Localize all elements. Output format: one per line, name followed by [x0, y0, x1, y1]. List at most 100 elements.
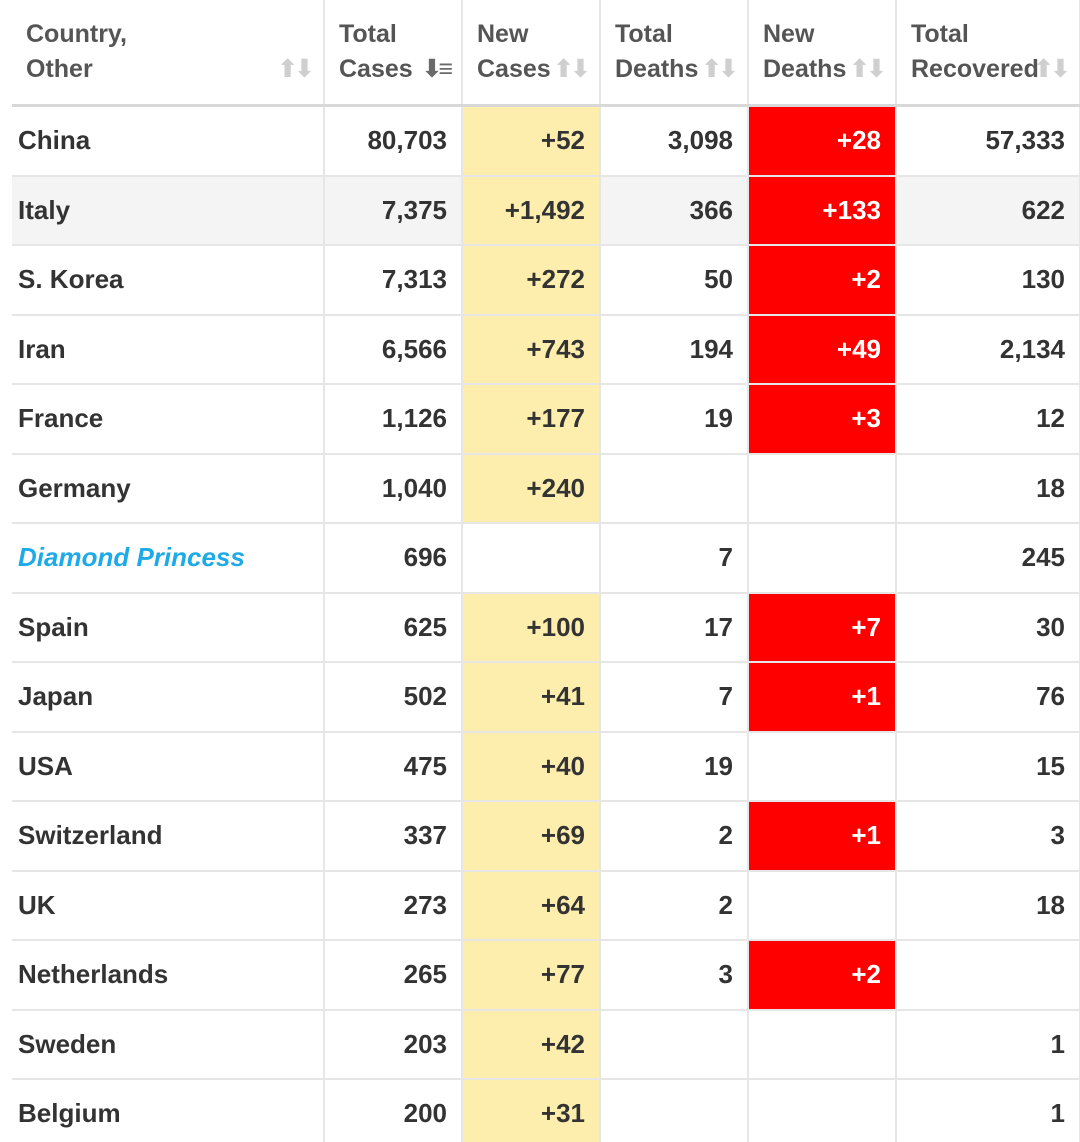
- total-deaths-cell: 2: [600, 870, 749, 941]
- header-total-cases-line2: Cases: [339, 55, 413, 83]
- sort-desc-active-icon[interactable]: ⬇≡: [421, 55, 452, 83]
- total-cases-cell: 1,126: [324, 384, 463, 455]
- table-row: Diamond Princess 696 7 245: [12, 523, 1080, 594]
- header-new-deaths-line1: New: [763, 20, 815, 48]
- header-new-cases-line2: Cases: [477, 55, 551, 83]
- total-recovered-cell: 1: [896, 1079, 1080, 1142]
- header-total-recovered[interactable]: Total Recovered ⬆⬇: [896, 0, 1080, 107]
- total-cases-cell: 502: [324, 662, 463, 733]
- country-cell: S. Korea: [12, 245, 325, 316]
- total-recovered-cell: 622: [896, 175, 1080, 246]
- header-total-cases-line1: Total: [339, 20, 397, 48]
- total-deaths-cell: [600, 1009, 749, 1080]
- new-cases-cell: +52: [462, 105, 601, 177]
- total-cases-cell: 1,040: [324, 453, 463, 524]
- total-recovered-cell: 15: [896, 731, 1080, 802]
- country-cell: Netherlands: [12, 940, 325, 1011]
- header-country-line2: Other: [26, 55, 93, 83]
- total-deaths-cell: [600, 453, 749, 524]
- sort-icon[interactable]: ⬆⬇: [1033, 55, 1071, 83]
- table-row: Spain 625 +100 17 +7 30: [12, 592, 1080, 663]
- country-cell: Italy: [12, 175, 325, 246]
- cases-table: Country, Other ⬆⬇ Total Cases ⬇≡ New Cases …: [12, 0, 1080, 1142]
- new-deaths-cell: [748, 870, 897, 941]
- total-cases-cell: 7,375: [324, 175, 463, 246]
- new-cases-cell: +31: [462, 1079, 601, 1142]
- sort-icon[interactable]: ⬆⬇: [701, 55, 739, 83]
- new-cases-cell: +77: [462, 940, 601, 1011]
- new-deaths-cell: +133: [748, 175, 897, 246]
- country-cell: Iran: [12, 314, 325, 385]
- sort-icon[interactable]: ⬆⬇: [849, 55, 887, 83]
- header-new-cases[interactable]: New Cases ⬆⬇: [462, 0, 601, 107]
- total-cases-cell: 6,566: [324, 314, 463, 385]
- cases-table-container: Country, Other ⬆⬇ Total Cases ⬇≡ New Cases …: [12, 0, 1080, 1142]
- table-row: Germany 1,040 +240 18: [12, 453, 1080, 524]
- total-recovered-cell: 57,333: [896, 105, 1080, 177]
- table-row: Italy 7,375 +1,492 366 +133 622: [12, 175, 1080, 246]
- total-deaths-cell: 366: [600, 175, 749, 246]
- total-cases-cell: 625: [324, 592, 463, 663]
- country-cell: Japan: [12, 662, 325, 733]
- total-deaths-cell: 3,098: [600, 105, 749, 177]
- header-country-line1: Country,: [26, 20, 127, 48]
- total-deaths-cell: 7: [600, 523, 749, 594]
- total-deaths-cell: 2: [600, 801, 749, 872]
- table-row: Belgium 200 +31 1: [12, 1079, 1080, 1142]
- table-row: USA 475 +40 19 15: [12, 731, 1080, 802]
- country-cell: UK: [12, 870, 325, 941]
- header-row: Country, Other ⬆⬇ Total Cases ⬇≡ New Cases …: [12, 0, 1080, 107]
- new-deaths-cell: +49: [748, 314, 897, 385]
- total-cases-cell: 337: [324, 801, 463, 872]
- total-recovered-cell: 2,134: [896, 314, 1080, 385]
- new-cases-cell: +40: [462, 731, 601, 802]
- sort-icon[interactable]: ⬆⬇: [277, 55, 315, 83]
- header-new-deaths[interactable]: New Deaths ⬆⬇: [748, 0, 897, 107]
- total-recovered-cell: 30: [896, 592, 1080, 663]
- total-recovered-cell: 3: [896, 801, 1080, 872]
- new-deaths-cell: +1: [748, 801, 897, 872]
- header-total-deaths-line2: Deaths: [615, 55, 699, 83]
- total-cases-cell: 200: [324, 1079, 463, 1142]
- new-cases-cell: +1,492: [462, 175, 601, 246]
- new-cases-cell: +64: [462, 870, 601, 941]
- new-deaths-cell: +2: [748, 245, 897, 316]
- total-deaths-cell: 17: [600, 592, 749, 663]
- total-cases-cell: 7,313: [324, 245, 463, 316]
- header-total-deaths[interactable]: Total Deaths ⬆⬇: [600, 0, 749, 107]
- total-recovered-cell: 18: [896, 870, 1080, 941]
- table-row: Japan 502 +41 7 +1 76: [12, 662, 1080, 733]
- new-deaths-cell: [748, 1079, 897, 1142]
- country-cell: USA: [12, 731, 325, 802]
- header-total-cases[interactable]: Total Cases ⬇≡: [324, 0, 463, 107]
- total-deaths-cell: 7: [600, 662, 749, 733]
- new-deaths-cell: [748, 453, 897, 524]
- total-deaths-cell: 3: [600, 940, 749, 1011]
- total-deaths-cell: 50: [600, 245, 749, 316]
- total-cases-cell: 696: [324, 523, 463, 594]
- country-cell[interactable]: Diamond Princess: [12, 523, 325, 594]
- new-cases-cell: +41: [462, 662, 601, 733]
- table-row: Iran 6,566 +743 194 +49 2,134: [12, 314, 1080, 385]
- header-new-deaths-line2: Deaths: [763, 55, 847, 83]
- header-country[interactable]: Country, Other ⬆⬇: [12, 0, 325, 107]
- total-deaths-cell: 194: [600, 314, 749, 385]
- new-deaths-cell: [748, 731, 897, 802]
- new-cases-cell: +42: [462, 1009, 601, 1080]
- total-recovered-cell: 18: [896, 453, 1080, 524]
- new-deaths-cell: [748, 1009, 897, 1080]
- table-row: UK 273 +64 2 18: [12, 870, 1080, 941]
- table-row: Netherlands 265 +77 3 +2: [12, 940, 1080, 1011]
- table-body: China 80,703 +52 3,098 +28 57,333 Italy 7,375 +1…: [12, 105, 1080, 1142]
- header-new-cases-line1: New: [477, 20, 529, 48]
- new-cases-cell: [462, 523, 601, 594]
- country-cell: Belgium: [12, 1079, 325, 1142]
- country-cell: France: [12, 384, 325, 455]
- new-cases-cell: +69: [462, 801, 601, 872]
- country-cell: Germany: [12, 453, 325, 524]
- new-deaths-cell: [748, 523, 897, 594]
- sort-icon[interactable]: ⬆⬇: [553, 55, 591, 83]
- total-deaths-cell: [600, 1079, 749, 1142]
- new-deaths-cell: +2: [748, 940, 897, 1011]
- header-total-recovered-line2: Recovered: [911, 55, 1039, 83]
